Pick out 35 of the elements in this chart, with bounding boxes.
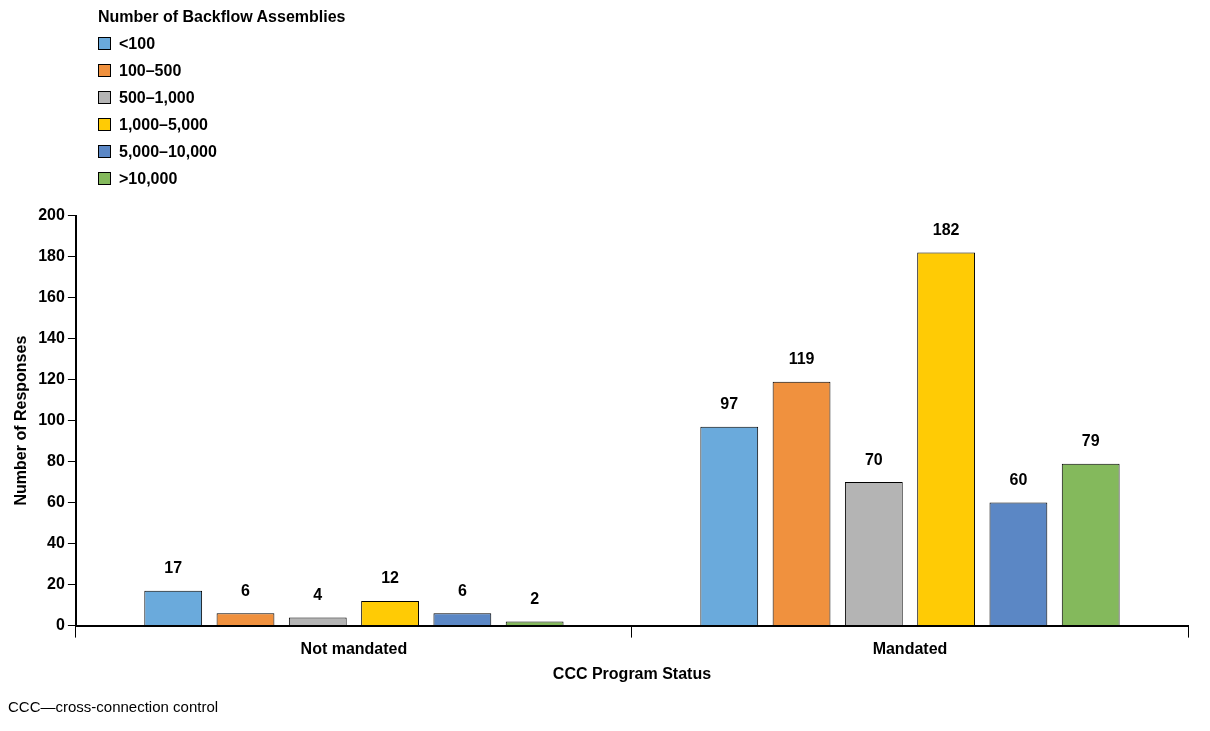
text: CCC—cross-connection control — [8, 698, 220, 715]
y-axis-title: Number of Responses — [12, 335, 30, 506]
legend-label: 1,000–5,000 — [119, 115, 208, 134]
data-label: 97 — [720, 395, 739, 413]
y-tick-label: 60 — [47, 493, 65, 511]
data-label: 79 — [1081, 432, 1100, 450]
y-tick-label: 80 — [47, 452, 65, 470]
legend-label: <100 — [119, 34, 156, 53]
data-label: 60 — [1009, 471, 1028, 489]
legend-label: >10,000 — [119, 169, 178, 188]
legend-label: 100–500 — [119, 61, 182, 80]
data-label: 119 — [788, 350, 815, 368]
y-tick-label: 160 — [38, 288, 65, 306]
y-tick-label: 120 — [38, 370, 65, 388]
x-axis-title: CCC Program Status — [552, 664, 712, 682]
data-label: 182 — [932, 220, 960, 238]
legend-label: 5,000–10,000 — [119, 142, 217, 161]
y-tick-label: 100 — [38, 411, 65, 429]
legend-label: 500–1,000 — [119, 88, 195, 107]
data-label: 4 — [313, 585, 323, 603]
y-tick-label: 200 — [38, 206, 65, 224]
y-tick-label: 40 — [47, 534, 65, 552]
data-label: 70 — [864, 450, 883, 468]
y-tick-label: 0 — [55, 616, 65, 634]
legend-title: Number of Backflow Assemblies — [98, 8, 347, 26]
y-tick-label: 180 — [38, 247, 65, 265]
data-label: 6 — [457, 581, 467, 599]
y-tick-label: 140 — [38, 329, 65, 347]
data-label: 17 — [164, 559, 183, 577]
x-tick-label: Mandated — [872, 639, 948, 657]
x-tick-label: Not mandated — [300, 639, 408, 657]
data-label: 2 — [530, 589, 540, 607]
data-label: 12 — [381, 569, 400, 587]
data-label: 6 — [241, 581, 251, 599]
y-tick-label: 20 — [47, 575, 65, 593]
